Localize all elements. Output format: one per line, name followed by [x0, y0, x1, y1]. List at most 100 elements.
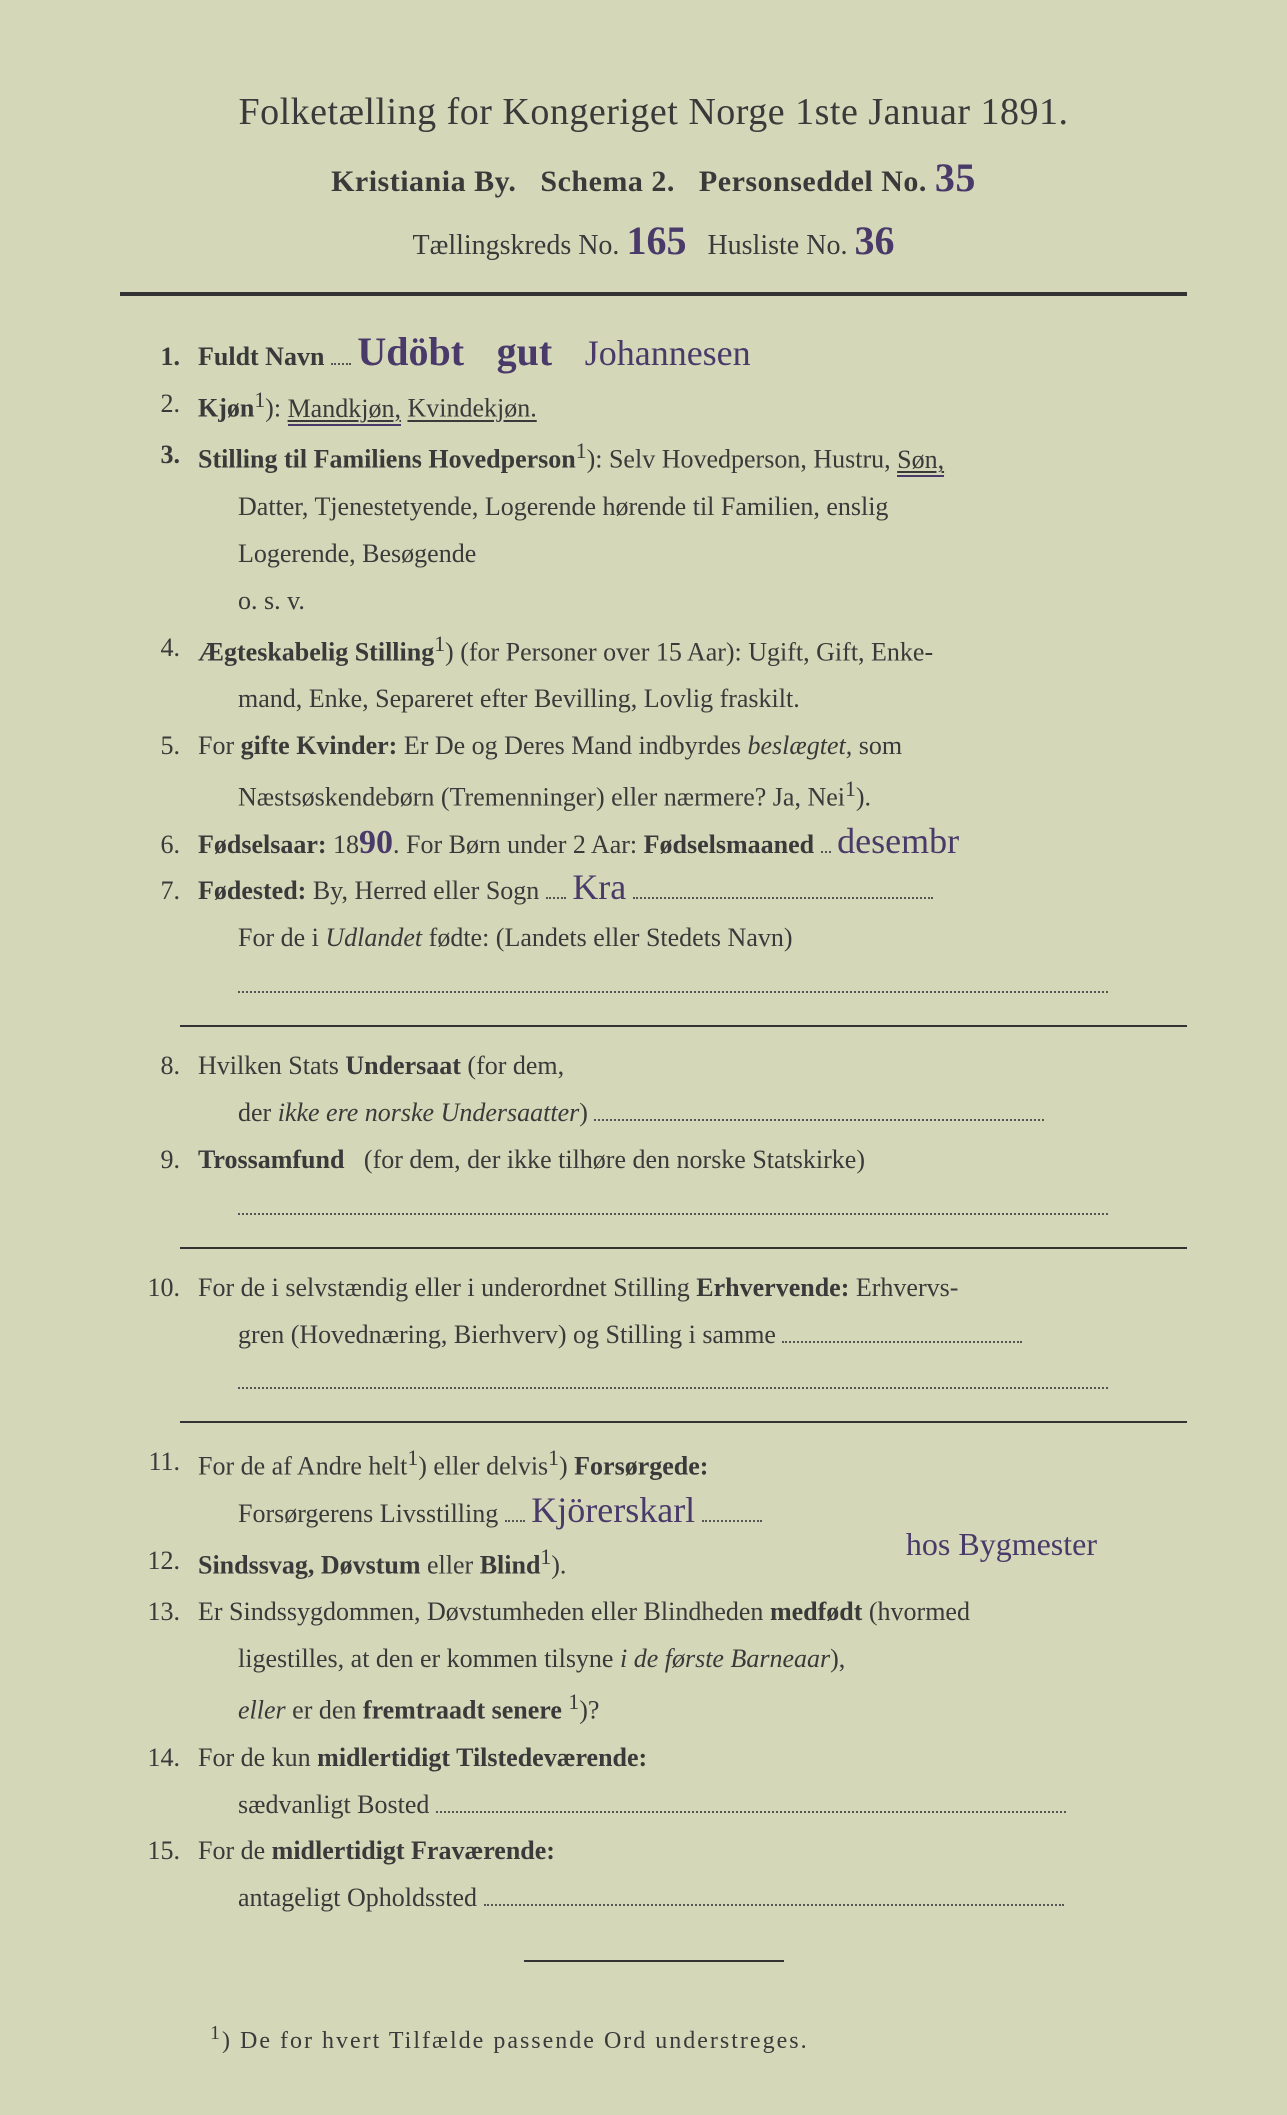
q5-line1b: beslægtet,	[748, 731, 853, 760]
q15-line1a: For de	[198, 1836, 272, 1865]
question-7: 7. Fødested: By, Herred eller Sogn Kra	[120, 870, 1187, 913]
question-8: 8. Hvilken Stats Undersaat (for dem,	[120, 1045, 1187, 1088]
q13-line1a: Er Sindssygdommen, Døvstumheden eller Bl…	[198, 1597, 770, 1626]
form-header: Folketælling for Kongeriget Norge 1ste J…	[120, 90, 1187, 262]
census-form-page: Folketælling for Kongeriget Norge 1ste J…	[0, 0, 1287, 2115]
q5-line1a: Er De og Deres Mand indbyrdes	[404, 731, 748, 760]
personseddel-label: Personseddel No.	[699, 165, 927, 198]
q7-num: 7.	[120, 870, 198, 913]
question-14-line2: sædvanligt Bosted	[120, 1784, 1187, 1827]
q7-place-handwritten: Kra	[572, 873, 626, 902]
q5-line2a: Næstsøskendebørn (Tremenninger) eller næ…	[238, 783, 845, 812]
q4-label: Ægteskabelig Stilling	[198, 637, 434, 666]
question-15-line2: antageligt Opholdssted	[120, 1877, 1187, 1920]
question-5-line2: Næstsøskendebørn (Tremenninger) eller næ…	[120, 772, 1187, 820]
dotted-line	[238, 1187, 1108, 1215]
q13-body: Er Sindssygdommen, Døvstumheden eller Bl…	[198, 1591, 1187, 1634]
q10-line2: gren (Hovednæring, Bierhverv) og Stillin…	[238, 1320, 776, 1349]
q3-line1b: Hustru,	[813, 445, 890, 474]
q11-sup1: 1	[407, 1446, 418, 1470]
dotted-line	[484, 1878, 1064, 1906]
q10-line2-wrap: gren (Hovednæring, Bierhverv) og Stillin…	[198, 1314, 1187, 1357]
q4-sup: 1	[434, 632, 445, 656]
q5-sep: ).	[856, 783, 871, 812]
q11-line2: Forsørgerens Livsstilling	[238, 1499, 498, 1528]
question-13-line3: eller er den fremtraadt senere 1)?	[120, 1685, 1187, 1733]
q11-line1b: ) eller delvis	[418, 1452, 548, 1481]
q2-sep: ):	[265, 394, 281, 423]
q11-livsstilling-handwritten: Kjörerskarl	[531, 1496, 695, 1525]
q13-line2-wrap: ligestilles, at den er kommen tilsyne i …	[198, 1638, 1187, 1681]
q3-body: Stilling til Familiens Hovedperson1): Se…	[198, 434, 1187, 482]
q2-num: 2.	[120, 383, 198, 431]
q1-label: Fuldt Navn	[198, 342, 324, 371]
q3-sep: ):	[587, 445, 603, 474]
q5-body: For gifte Kvinder: Er De og Deres Mand i…	[198, 725, 1187, 768]
question-10: 10. For de i selvstændig eller i underor…	[120, 1267, 1187, 1310]
q12-label: Sindssvag, Døvstum	[198, 1550, 421, 1579]
form-subhead-2: Tællingskreds No. 165 Husliste No. 36	[120, 225, 1187, 262]
q12-num: 12.	[120, 1540, 198, 1588]
q6-month-handwritten: desembr	[837, 827, 959, 856]
q14-num: 14.	[120, 1737, 198, 1780]
q6-num: 6.	[120, 824, 198, 867]
q12-sup: 1	[540, 1545, 551, 1569]
question-15: 15. For de midlertidigt Fraværende:	[120, 1830, 1187, 1873]
personseddel-no-handwritten: 35	[935, 162, 976, 194]
q6-year-handwritten: 90	[359, 829, 393, 856]
q15-num: 15.	[120, 1830, 198, 1873]
question-3-line4: o. s. v.	[120, 580, 1187, 623]
q12-sep: ).	[551, 1550, 566, 1579]
q7-line2b: Udlandet	[325, 923, 422, 952]
question-11: 11. For de af Andre helt1) eller delvis1…	[120, 1441, 1187, 1489]
q6-label: Fødselsaar:	[198, 830, 327, 859]
schema-label: Schema 2.	[540, 165, 675, 198]
footnote-sup: 1	[210, 2022, 222, 2044]
q15-line2: antageligt Opholdssted	[238, 1883, 477, 1912]
question-12: 12. Sindssvag, Døvstum eller Blind1). ho…	[120, 1540, 1187, 1588]
q4-num: 4.	[120, 627, 198, 675]
q13-line2c: ),	[830, 1644, 845, 1673]
taellingskreds-label: Tællingskreds No.	[413, 230, 620, 261]
city-label: Kristiania By.	[331, 165, 516, 198]
question-2: 2. Kjøn1): Mandkjøn, Kvindekjøn.	[120, 383, 1187, 431]
question-7-blank	[120, 964, 1187, 1007]
dotted-line	[782, 1315, 1022, 1343]
q13-line2a: ligestilles, at den er kommen tilsyne	[238, 1644, 620, 1673]
q6-label2: Fødselsmaaned	[644, 830, 814, 859]
footnote-text: ) De for hvert Tilfælde passende Ord und…	[222, 2028, 809, 2054]
q8-line2-wrap: der ikke ere norske Undersaatter)	[198, 1092, 1187, 1135]
q10-line1a: For de i selvstændig eller i underordnet…	[198, 1273, 696, 1302]
q13-line2b: i de første Barneaar	[620, 1644, 830, 1673]
q1-body: Fuldt Navn Udöbt gut Johannesen	[198, 336, 1187, 379]
section-rule-3	[180, 1421, 1187, 1423]
q7-line1: By, Herred eller Sogn	[313, 876, 539, 905]
q1-name-a: Udöbt	[357, 336, 464, 368]
q8-line1b: Undersaat	[345, 1051, 461, 1080]
section-rule-2	[180, 1247, 1187, 1249]
q11-line1d: Forsørgede:	[574, 1452, 708, 1481]
q10-num: 10.	[120, 1267, 198, 1310]
q13-sep: )?	[579, 1696, 599, 1725]
q1-name-c: Johannesen	[585, 339, 751, 368]
question-8-line2: der ikke ere norske Undersaatter)	[120, 1092, 1187, 1135]
question-7-line2: For de i Udlandet fødte: (Landets eller …	[120, 917, 1187, 960]
q8-line1c: (for dem,	[461, 1051, 564, 1080]
question-1: 1. Fuldt Navn Udöbt gut Johannesen	[120, 336, 1187, 379]
q2-body: Kjøn1): Mandkjøn, Kvindekjøn.	[198, 383, 1187, 431]
q8-line1a: Hvilken Stats	[198, 1051, 345, 1080]
question-10-line2: gren (Hovednæring, Bierhverv) og Stillin…	[120, 1314, 1187, 1357]
q2-opt-mandkjon: Mandkjøn,	[288, 394, 401, 426]
q3-line3: Logerende, Besøgende	[198, 533, 1187, 576]
dotted-line	[238, 1361, 1108, 1389]
q10-line1b: Erhvervende:	[696, 1273, 849, 1302]
q3-line4: o. s. v.	[198, 580, 1187, 623]
question-4: 4. Ægteskabelig Stilling1) (for Personer…	[120, 627, 1187, 675]
q11-line1c: )	[559, 1452, 574, 1481]
q3-line1a: Selv Hovedperson,	[609, 445, 807, 474]
dotted-line	[594, 1093, 1044, 1121]
footer-rule	[524, 1960, 784, 1962]
question-6: 6. Fødselsaar: 1890. For Børn under 2 Aa…	[120, 824, 1187, 867]
q4-body: Ægteskabelig Stilling1) (for Personer ov…	[198, 627, 1187, 675]
q13-line3b: er den	[286, 1696, 363, 1725]
